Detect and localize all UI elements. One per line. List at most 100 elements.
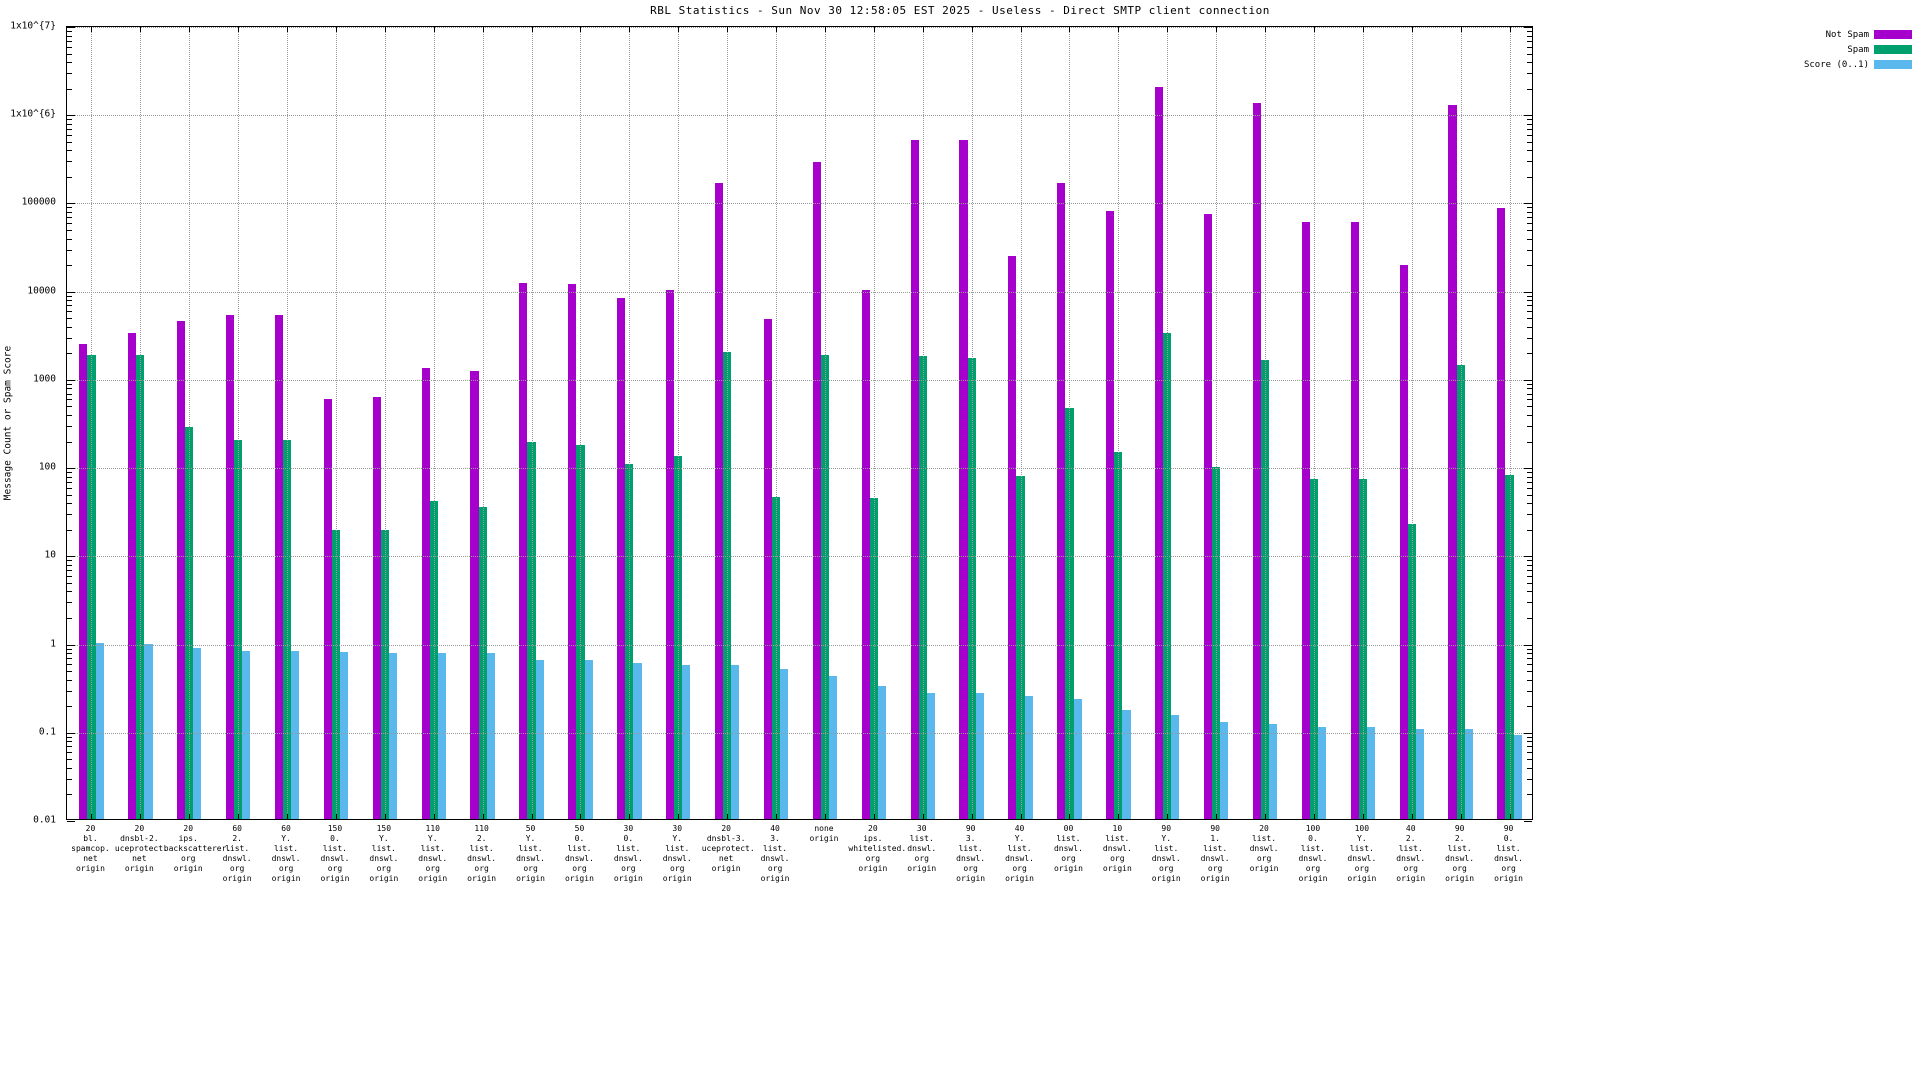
x-axis-tick bbox=[482, 814, 484, 819]
x-axis-tick bbox=[1362, 814, 1364, 819]
gridline-horizontal bbox=[67, 644, 1532, 646]
y-axis-minor-tick bbox=[1527, 406, 1532, 408]
y-axis-minor-tick bbox=[1527, 481, 1532, 483]
gridline-vertical bbox=[335, 27, 337, 819]
gridline-vertical bbox=[824, 27, 826, 819]
plot-area bbox=[66, 26, 1533, 822]
x-axis-tick-label: 40 2. list. dnswl. org origin bbox=[1396, 824, 1426, 883]
y-axis-minor-tick bbox=[1527, 794, 1532, 796]
y-axis-minor-tick bbox=[67, 406, 72, 408]
y-axis-minor-tick bbox=[67, 602, 72, 604]
bar-spam bbox=[429, 501, 438, 819]
x-axis-tick bbox=[971, 27, 973, 32]
bar-not-spam bbox=[1252, 103, 1261, 819]
bar-score bbox=[1415, 728, 1424, 819]
y-axis-minor-tick bbox=[67, 759, 72, 761]
y-axis-minor-tick bbox=[67, 134, 72, 136]
y-axis-minor-tick bbox=[1527, 46, 1532, 48]
bar-score bbox=[1464, 728, 1473, 819]
y-axis-minor-tick bbox=[67, 31, 72, 33]
y-axis-minor-tick bbox=[1527, 326, 1532, 328]
y-axis-minor-tick bbox=[67, 481, 72, 483]
x-axis-tick-label: 100 Y. list. dnswl. org origin bbox=[1347, 824, 1377, 883]
bar-spam bbox=[282, 439, 292, 819]
y-axis-tick bbox=[1524, 821, 1532, 822]
gridline-vertical bbox=[1509, 27, 1511, 819]
bar-spam bbox=[234, 439, 243, 819]
bar-spam bbox=[918, 356, 927, 819]
x-axis-tick bbox=[580, 814, 582, 819]
y-axis-minor-tick bbox=[1527, 207, 1532, 209]
y-axis-minor-tick bbox=[1527, 223, 1532, 225]
y-axis-minor-tick bbox=[67, 141, 72, 143]
gridline-horizontal bbox=[67, 468, 1532, 470]
bar-spam bbox=[478, 507, 487, 819]
bar-spam bbox=[1456, 365, 1465, 819]
y-axis-minor-tick bbox=[67, 664, 72, 666]
y-axis-minor-tick bbox=[67, 591, 72, 593]
x-axis-labels: 20 bl. spamcop. net origin 20 dnsbl-2. uc… bbox=[66, 824, 1533, 1074]
x-axis-tick-label: 90 3. list. dnswl. org origin bbox=[956, 824, 986, 883]
y-axis-minor-tick bbox=[67, 569, 72, 571]
y-axis-minor-tick bbox=[1527, 73, 1532, 75]
x-axis-tick bbox=[91, 27, 93, 32]
y-axis-minor-tick bbox=[67, 238, 72, 240]
x-axis-tick bbox=[140, 814, 142, 819]
y-axis-minor-tick bbox=[67, 472, 72, 474]
y-axis-tick bbox=[1524, 556, 1532, 558]
x-axis-tick bbox=[531, 27, 533, 32]
y-axis-minor-tick bbox=[1527, 300, 1532, 302]
y-axis-minor-tick bbox=[67, 671, 72, 673]
bar-score bbox=[584, 660, 593, 819]
bar-not-spam bbox=[1008, 256, 1017, 819]
bar-not-spam bbox=[1106, 210, 1115, 819]
bar-score bbox=[1122, 710, 1131, 819]
y-axis-tick-label: 10000 bbox=[27, 285, 56, 297]
y-axis-minor-tick bbox=[67, 40, 72, 42]
bar-not-spam bbox=[1350, 221, 1359, 819]
y-axis-minor-tick bbox=[1527, 230, 1532, 231]
y-axis-minor-tick bbox=[1527, 690, 1532, 692]
y-axis-minor-tick bbox=[67, 746, 72, 748]
bar-spam bbox=[1016, 476, 1025, 819]
y-axis-minor-tick bbox=[67, 35, 72, 37]
y-axis-minor-tick bbox=[1527, 752, 1532, 754]
x-axis-tick bbox=[1265, 27, 1267, 32]
y-axis-minor-tick bbox=[1527, 441, 1532, 443]
y-axis-minor-tick bbox=[1527, 602, 1532, 604]
y-axis-minor-tick bbox=[67, 393, 72, 395]
x-axis-tick bbox=[91, 814, 93, 819]
bar-spam bbox=[1212, 466, 1221, 819]
bar-not-spam bbox=[959, 139, 968, 819]
y-axis-minor-tick bbox=[67, 582, 72, 584]
y-axis-minor-tick bbox=[1527, 472, 1532, 474]
legend-label-score: Score (0..1) bbox=[1803, 59, 1869, 70]
x-axis-tick-label: 90 Y. list. dnswl. org origin bbox=[1151, 824, 1181, 883]
y-axis-minor-tick bbox=[1527, 706, 1532, 708]
y-axis-minor-tick bbox=[1527, 664, 1532, 666]
y-axis-minor-tick bbox=[67, 752, 72, 754]
y-axis-minor-tick bbox=[1527, 426, 1532, 428]
x-axis-tick bbox=[1118, 27, 1120, 32]
x-axis-tick bbox=[1167, 27, 1169, 32]
gridline-vertical bbox=[922, 27, 924, 819]
y-axis-title: Message Count or Spam Score bbox=[2, 345, 14, 501]
x-axis-tick bbox=[1216, 27, 1218, 32]
y-axis-tick bbox=[67, 27, 75, 28]
gridline-vertical bbox=[727, 27, 729, 819]
y-axis-minor-tick bbox=[67, 741, 72, 743]
gridline-vertical bbox=[384, 27, 386, 819]
x-axis-tick bbox=[1313, 27, 1315, 32]
legend-item-score: Score (0..1) bbox=[1752, 58, 1912, 71]
x-axis-tick bbox=[873, 814, 875, 819]
y-axis-minor-tick bbox=[1527, 759, 1532, 761]
y-axis-minor-tick bbox=[1527, 311, 1532, 313]
y-axis-minor-tick bbox=[1527, 736, 1532, 738]
y-axis-minor-tick bbox=[67, 383, 72, 385]
bar-score bbox=[437, 653, 446, 819]
y-axis-tick bbox=[67, 821, 75, 822]
gridline-horizontal bbox=[67, 115, 1532, 117]
bar-not-spam bbox=[1155, 86, 1164, 819]
y-axis-minor-tick bbox=[1527, 591, 1532, 593]
